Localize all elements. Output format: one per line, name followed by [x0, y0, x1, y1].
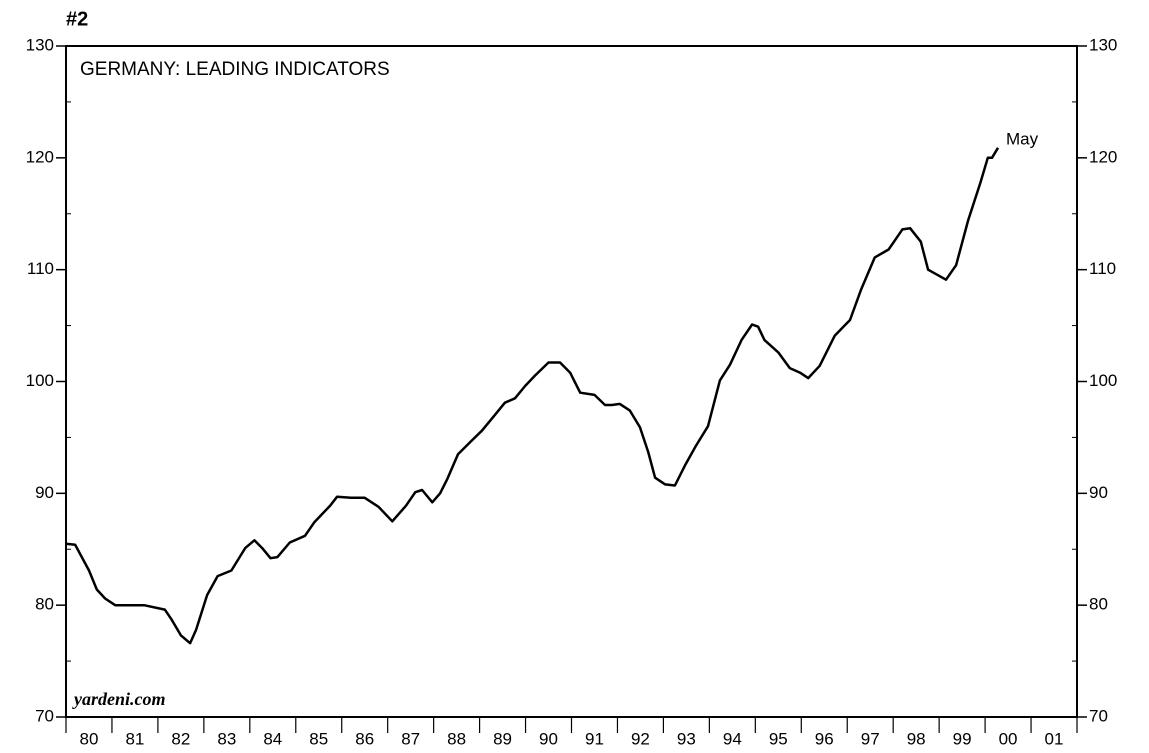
- x-tick-label: 91: [585, 729, 604, 748]
- x-tick-label: 89: [493, 729, 512, 748]
- x-tick-label: 80: [80, 729, 99, 748]
- y-tick-label: 80: [35, 595, 54, 614]
- y-tick-label: 130: [26, 35, 54, 54]
- x-tick-label: 99: [953, 729, 972, 748]
- x-tick-label: 82: [171, 729, 190, 748]
- x-tick-label: 00: [999, 729, 1018, 748]
- x-tick-label: 85: [309, 729, 328, 748]
- x-tick-label: 95: [769, 729, 788, 748]
- x-tick-label: 97: [861, 729, 880, 748]
- x-tick-label: 90: [539, 729, 558, 748]
- y2-tick-label: 130: [1089, 35, 1117, 54]
- x-tick-label: 96: [815, 729, 834, 748]
- x-tick-label: 94: [723, 729, 742, 748]
- y2-tick-label: 110: [1089, 259, 1116, 278]
- x-tick-label: 86: [355, 729, 374, 748]
- source: yardeni.com: [72, 689, 166, 709]
- plot-frame: [65, 45, 1078, 718]
- y2-tick-label: 120: [1089, 147, 1117, 166]
- y-tick-label: 100: [26, 371, 54, 390]
- x-tick-label: 92: [631, 729, 650, 748]
- y-tick-label: 70: [35, 706, 54, 725]
- y2-tick-label: 70: [1089, 706, 1108, 725]
- x-tick-label: 83: [217, 729, 236, 748]
- x-tick-label: 98: [907, 729, 926, 748]
- annotation: May: [1006, 129, 1039, 148]
- y-tick-label: 90: [35, 483, 54, 502]
- y2-tick-label: 90: [1089, 483, 1108, 502]
- y-tick-label: 120: [26, 147, 54, 166]
- chart-number: #2: [66, 8, 88, 30]
- x-tick-label: 87: [401, 729, 420, 748]
- x-tick-label: 01: [1045, 729, 1064, 748]
- x-tick-label: 81: [125, 729, 144, 748]
- chart-title: GERMANY: LEADING INDICATORS: [80, 59, 390, 80]
- x-tick-label: 88: [447, 729, 466, 748]
- x-tick-label: 84: [263, 729, 282, 748]
- y2-tick-label: 100: [1089, 371, 1117, 390]
- line: [65, 147, 1000, 645]
- x-tick-label: 93: [677, 729, 696, 748]
- y2-tick-label: 80: [1089, 595, 1108, 614]
- y-tick-label: 110: [27, 259, 54, 278]
